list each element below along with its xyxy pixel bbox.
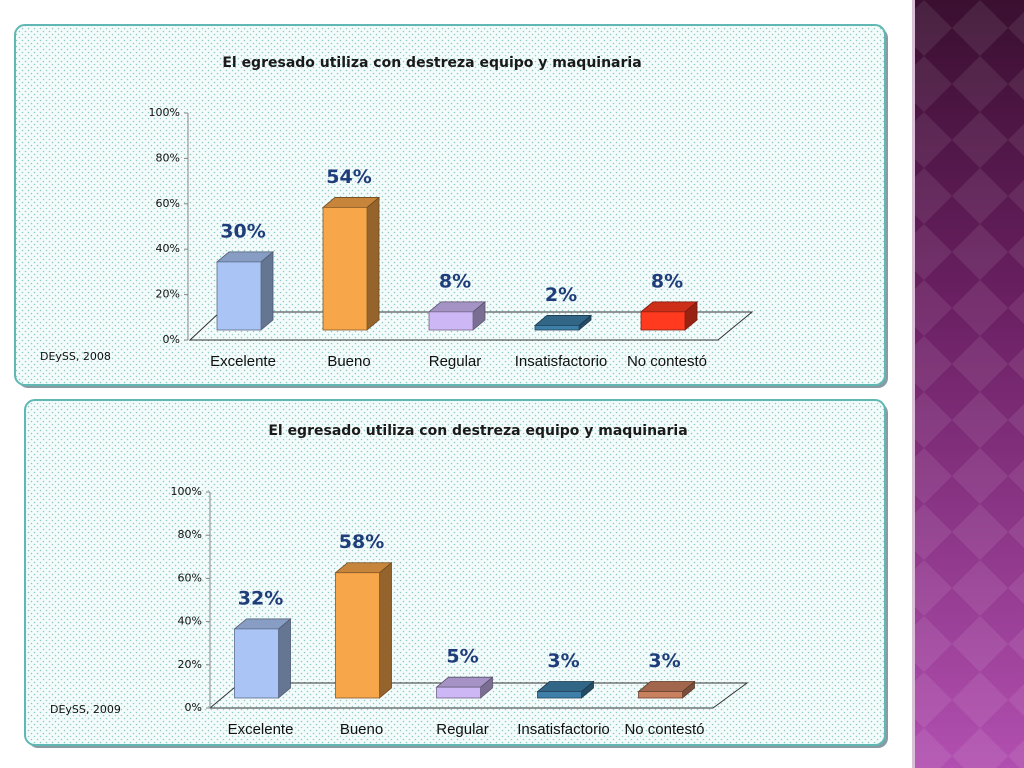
bar [638, 691, 683, 699]
x-tick-label: Regular [429, 353, 482, 370]
y-tick-label: 40% [178, 615, 202, 628]
bar [534, 325, 580, 331]
bar [234, 628, 279, 699]
data-label: 58% [339, 531, 384, 553]
side-pattern [912, 0, 1024, 768]
data-label: 3% [547, 650, 579, 672]
y-tick-label: 20% [156, 288, 180, 301]
bar [335, 572, 380, 699]
y-tick-label: 80% [156, 151, 180, 164]
x-tick-label: Bueno [340, 721, 383, 738]
data-label: 32% [238, 587, 283, 609]
y-tick-label: 100% [149, 106, 180, 119]
bar [322, 207, 368, 331]
data-label: 3% [648, 650, 680, 672]
x-tick-label: No contestó [627, 353, 707, 370]
x-tick-label: No contestó [624, 721, 704, 738]
data-label: 8% [439, 270, 471, 292]
y-tick-label: 40% [156, 242, 180, 255]
x-tick-label: Excelente [210, 353, 276, 370]
bar [640, 311, 686, 331]
data-label: 30% [220, 220, 265, 242]
y-tick-label: 60% [178, 571, 202, 584]
bar-side [278, 618, 291, 699]
bar [537, 691, 582, 699]
source-note: DEySS, 2009 [50, 703, 121, 716]
data-label: 8% [651, 270, 683, 292]
x-tick-label: Insatisfactorio [515, 353, 608, 370]
bar [216, 261, 262, 331]
source-note: DEySS, 2008 [40, 350, 111, 363]
data-label: 54% [326, 166, 371, 188]
bar [428, 311, 474, 331]
bar-side [379, 561, 392, 699]
y-tick-label: 100% [171, 485, 202, 498]
y-tick-label: 80% [178, 528, 202, 541]
bar-side [260, 251, 274, 331]
data-label: 5% [446, 646, 478, 668]
x-tick-label: Regular [436, 721, 489, 738]
y-tick-label: 0% [185, 701, 202, 714]
chart-title: El egresado utiliza con destreza equipo … [268, 423, 687, 439]
bar-side [366, 196, 380, 331]
x-tick-label: Excelente [228, 721, 294, 738]
chart-title: El egresado utiliza con destreza equipo … [222, 55, 641, 71]
y-tick-label: 60% [156, 197, 180, 210]
side-edge [912, 0, 915, 768]
y-tick-label: 20% [178, 658, 202, 671]
x-tick-label: Insatisfactorio [517, 721, 610, 738]
panel [14, 24, 886, 386]
y-tick-label: 0% [163, 333, 180, 346]
data-label: 2% [545, 284, 577, 306]
floor [208, 682, 749, 709]
bar [436, 686, 481, 699]
floor [188, 311, 754, 341]
x-tick-label: Bueno [327, 353, 370, 370]
